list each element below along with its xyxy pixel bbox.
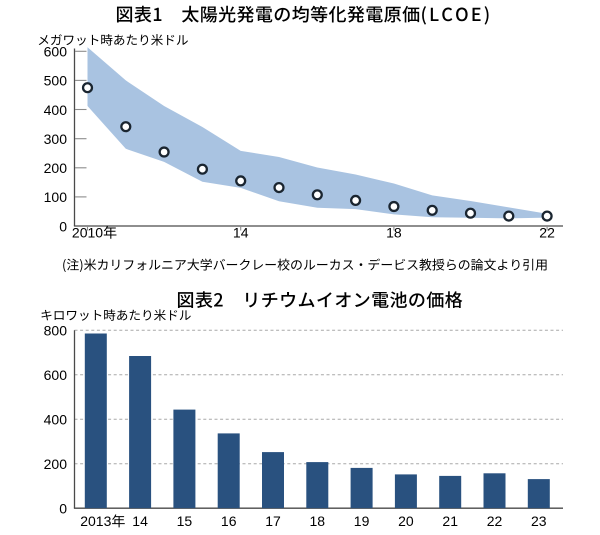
svg-text:14: 14 [233, 225, 249, 241]
svg-text:14: 14 [132, 513, 148, 529]
svg-text:400: 400 [44, 412, 68, 428]
svg-text:17: 17 [265, 513, 281, 529]
svg-text:300: 300 [44, 131, 68, 147]
svg-text:22: 22 [539, 225, 555, 241]
svg-text:2010: 2010 [72, 225, 103, 241]
svg-text:200: 200 [44, 160, 68, 176]
svg-text:600: 600 [44, 367, 68, 383]
svg-text:600: 600 [44, 44, 68, 60]
svg-text:23: 23 [531, 513, 547, 529]
svg-text:0: 0 [59, 501, 67, 517]
svg-text:2013: 2013 [80, 513, 111, 529]
svg-text:100: 100 [44, 189, 68, 205]
svg-text:16: 16 [221, 513, 237, 529]
svg-text:21: 21 [442, 513, 458, 529]
svg-text:800: 800 [44, 323, 68, 339]
svg-text:0: 0 [59, 218, 67, 234]
svg-text:19: 19 [354, 513, 370, 529]
svg-text:15: 15 [177, 513, 193, 529]
svg-text:200: 200 [44, 456, 68, 472]
svg-text:18: 18 [310, 513, 326, 529]
svg-text:20: 20 [398, 513, 414, 529]
svg-text:500: 500 [44, 73, 68, 89]
svg-text:18: 18 [386, 225, 402, 241]
svg-text:400: 400 [44, 102, 68, 118]
svg-text:22: 22 [487, 513, 503, 529]
